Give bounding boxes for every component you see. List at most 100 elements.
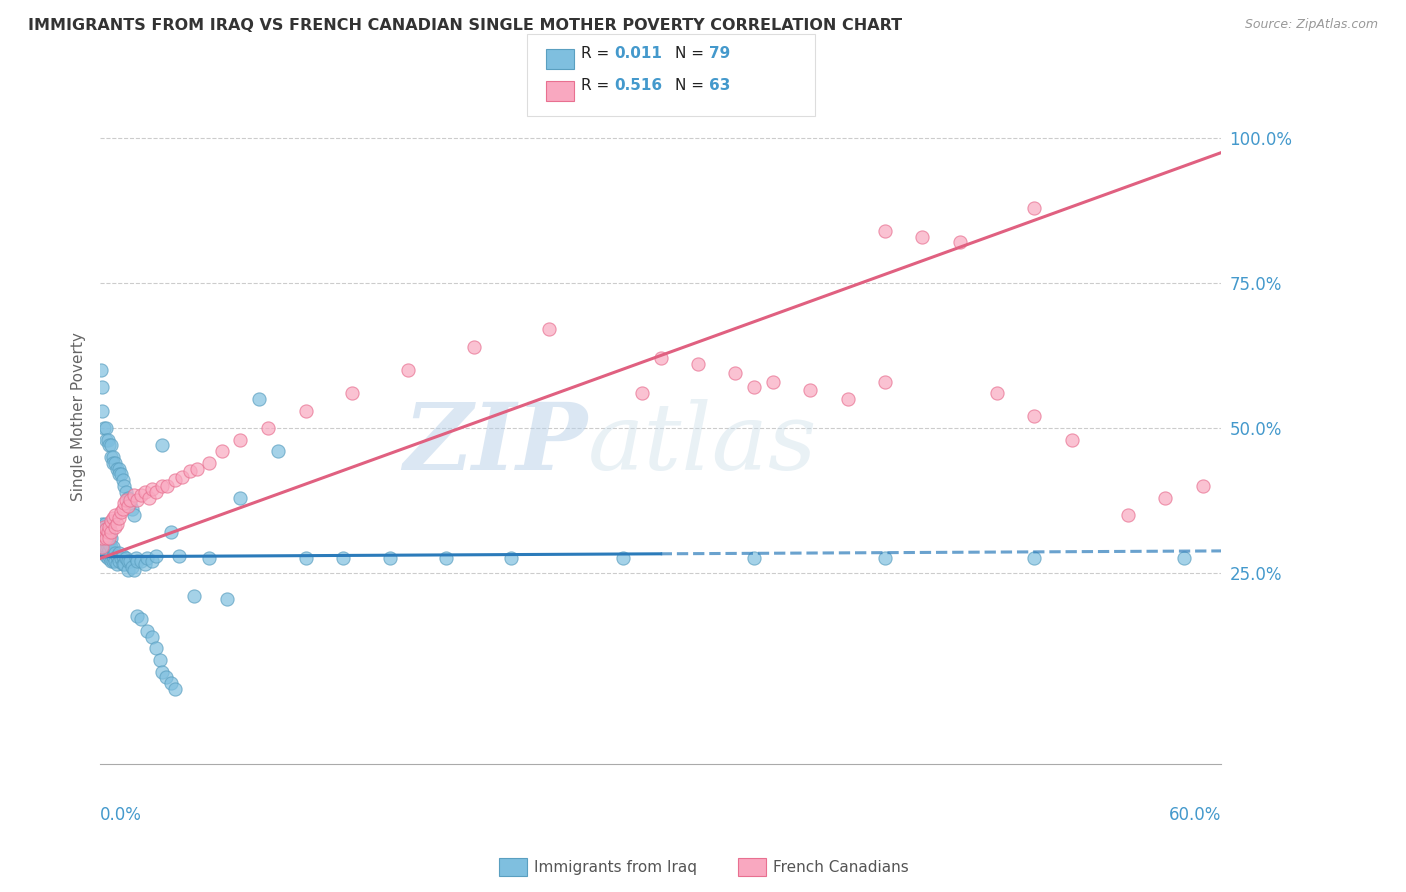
- Point: [100, 450, 122, 464]
- Point: [98, 519, 121, 533]
- Text: 0.011: 0.011: [614, 46, 662, 61]
- Point: [96, 549, 118, 563]
- Point: [378, 551, 401, 566]
- Point: [118, 496, 141, 510]
- Point: [141, 482, 163, 496]
- Point: [115, 484, 138, 499]
- Point: [91, 403, 114, 417]
- Point: [108, 461, 131, 475]
- Point: [197, 551, 219, 566]
- Point: [104, 554, 127, 568]
- Point: [91, 531, 114, 545]
- Point: [100, 525, 122, 540]
- Point: [117, 500, 139, 514]
- Point: [724, 366, 747, 380]
- Point: [122, 563, 145, 577]
- Point: [186, 461, 208, 475]
- Point: [1024, 409, 1046, 424]
- Point: [612, 551, 634, 566]
- Point: [98, 542, 121, 557]
- Point: [121, 560, 143, 574]
- Text: ZIP: ZIP: [404, 400, 588, 489]
- Point: [93, 528, 115, 542]
- Text: 60.0%: 60.0%: [1168, 806, 1222, 824]
- Point: [127, 554, 149, 568]
- Point: [100, 514, 122, 528]
- Point: [98, 531, 121, 545]
- Text: French Canadians: French Canadians: [773, 860, 910, 874]
- Point: [686, 357, 709, 371]
- Point: [150, 438, 173, 452]
- Point: [112, 558, 135, 572]
- Point: [94, 534, 117, 549]
- Point: [103, 511, 125, 525]
- Point: [873, 551, 896, 566]
- Point: [93, 523, 115, 537]
- Point: [135, 551, 157, 566]
- Point: [217, 592, 239, 607]
- Point: [266, 444, 288, 458]
- Point: [108, 467, 131, 482]
- Point: [103, 450, 125, 464]
- Text: Immigrants from Iraq: Immigrants from Iraq: [534, 860, 697, 874]
- Point: [104, 508, 127, 522]
- Text: N =: N =: [675, 46, 709, 61]
- Point: [127, 609, 149, 624]
- Point: [111, 473, 134, 487]
- Point: [100, 554, 122, 568]
- Point: [873, 224, 896, 238]
- Point: [949, 235, 972, 250]
- Point: [94, 528, 117, 542]
- Text: Source: ZipAtlas.com: Source: ZipAtlas.com: [1244, 18, 1378, 31]
- Point: [105, 461, 128, 475]
- Point: [294, 551, 316, 566]
- Point: [90, 380, 112, 394]
- Text: 0.516: 0.516: [614, 78, 662, 93]
- Point: [145, 484, 167, 499]
- Point: [1154, 491, 1177, 505]
- Point: [108, 546, 131, 560]
- Point: [631, 386, 654, 401]
- Point: [91, 516, 114, 531]
- Point: [112, 496, 135, 510]
- Point: [94, 516, 117, 531]
- Point: [118, 493, 141, 508]
- Point: [93, 534, 115, 549]
- Point: [91, 525, 114, 540]
- Point: [100, 540, 122, 554]
- Point: [1024, 201, 1046, 215]
- Point: [91, 525, 114, 540]
- Point: [762, 375, 785, 389]
- Point: [873, 375, 896, 389]
- Point: [396, 363, 419, 377]
- Point: [1024, 551, 1046, 566]
- Point: [111, 558, 134, 572]
- Point: [155, 670, 177, 684]
- Point: [97, 525, 120, 540]
- Point: [105, 549, 128, 563]
- Point: [90, 363, 112, 377]
- Point: [229, 433, 252, 447]
- Point: [129, 488, 152, 502]
- Point: [91, 537, 114, 551]
- Point: [122, 508, 145, 522]
- Text: R =: R =: [581, 78, 614, 93]
- Point: [94, 523, 117, 537]
- Point: [122, 488, 145, 502]
- Point: [463, 340, 485, 354]
- Point: [104, 546, 127, 560]
- Point: [799, 384, 821, 398]
- Point: [183, 589, 205, 603]
- Point: [94, 546, 117, 560]
- Point: [294, 403, 316, 417]
- Point: [104, 456, 127, 470]
- Point: [129, 554, 152, 568]
- Point: [90, 537, 112, 551]
- Point: [837, 392, 859, 406]
- Point: [104, 519, 127, 533]
- Text: atlas: atlas: [588, 400, 817, 489]
- Point: [98, 519, 121, 533]
- Text: 63: 63: [709, 78, 730, 93]
- Point: [105, 558, 128, 572]
- Point: [103, 456, 125, 470]
